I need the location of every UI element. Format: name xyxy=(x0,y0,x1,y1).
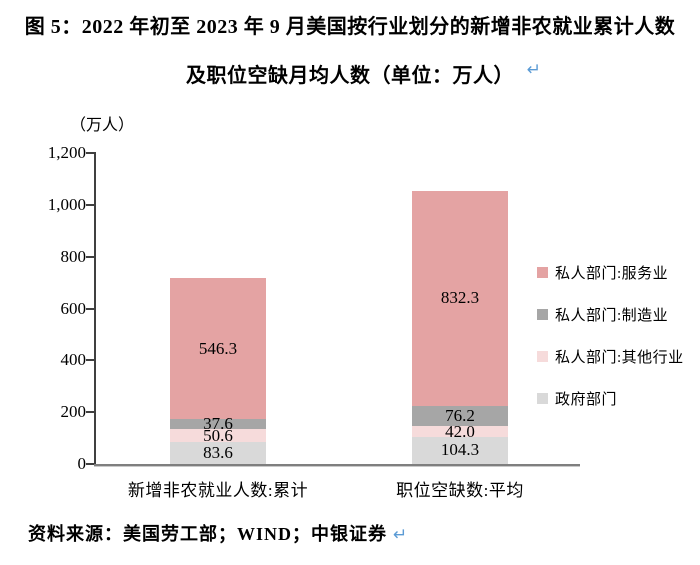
bar-value-label: 83.6 xyxy=(203,443,233,463)
figure-title-line2-text: 及职位空缺月均人数（单位：万人） xyxy=(186,65,514,87)
y-tick-label: 0 xyxy=(77,454,87,473)
source-text: 资料来源：美国劳工部；WIND；中银证券 xyxy=(28,524,388,544)
figure-title-line2: 及职位空缺月均人数（单位：万人） ↵ xyxy=(0,59,700,88)
bar-segment xyxy=(412,190,508,407)
bar-segment xyxy=(170,419,266,430)
return-mark-icon: ↵ xyxy=(526,60,541,80)
legend-label: 私人部门:其他行业 xyxy=(555,350,684,366)
legend-swatch xyxy=(537,309,548,320)
bar-segment xyxy=(170,429,266,443)
y-tick-label: 800 xyxy=(60,246,87,266)
legend-label: 私人部门:制造业 xyxy=(555,308,669,324)
y-tick-label: 600 xyxy=(60,298,87,318)
legend-item: 私人部门:服务业 xyxy=(537,262,668,283)
bar-value-label: 104.3 xyxy=(440,440,480,460)
y-axis-tick xyxy=(86,255,94,258)
y-tick-label: 1,200 xyxy=(47,143,86,162)
bar-value-label: 50.6 xyxy=(203,425,233,445)
y-tick-label: 1,000 xyxy=(47,194,86,214)
legend-label: 私人部门:服务业 xyxy=(555,266,669,282)
y-axis-tick xyxy=(86,152,94,154)
legend-swatch xyxy=(537,351,548,362)
y-axis-unit-label: （万人） xyxy=(70,117,135,134)
figure-title-line1: 图 5：2022 年初至 2023 年 9 月美国按行业划分的新增非农就业累计人… xyxy=(24,16,676,38)
y-axis-tick xyxy=(86,203,94,206)
bar-value-label: 42.0 xyxy=(445,421,475,441)
y-tick-label: 200 xyxy=(60,402,87,422)
x-category-label: 新增非农就业人数:累计 xyxy=(127,481,309,500)
y-tick-label: 400 xyxy=(60,350,87,370)
bar-value-label: 76.2 xyxy=(445,406,475,426)
bar-segment xyxy=(412,426,508,437)
legend-item: 私人部门:制造业 xyxy=(537,304,668,325)
y-axis-tick xyxy=(86,411,94,414)
legend-label: 政府部门 xyxy=(555,392,618,408)
bar-segment xyxy=(170,277,266,420)
y-axis-tick xyxy=(86,359,94,362)
bar-segment xyxy=(412,406,508,427)
legend-item: 私人部门:其他行业 xyxy=(537,346,684,367)
bar-segment xyxy=(170,442,266,464)
bar-segment xyxy=(412,436,508,464)
y-axis-line xyxy=(94,152,96,466)
x-axis-line xyxy=(94,464,580,466)
y-axis-tick xyxy=(86,307,94,310)
bar-value-label: 546.3 xyxy=(198,338,238,358)
return-mark-icon: ↵ xyxy=(393,525,408,545)
legend-item: 政府部门 xyxy=(537,388,617,409)
bar-value-label: 37.6 xyxy=(203,414,233,434)
y-axis-tick xyxy=(86,463,94,465)
x-category-label: 职位空缺数:平均 xyxy=(396,481,524,500)
bar-value-label: 832.3 xyxy=(440,288,480,308)
legend-swatch xyxy=(537,267,548,278)
legend-swatch xyxy=(537,393,548,404)
source-note: 资料来源：美国劳工部；WIND；中银证券 ↵ xyxy=(28,520,407,546)
